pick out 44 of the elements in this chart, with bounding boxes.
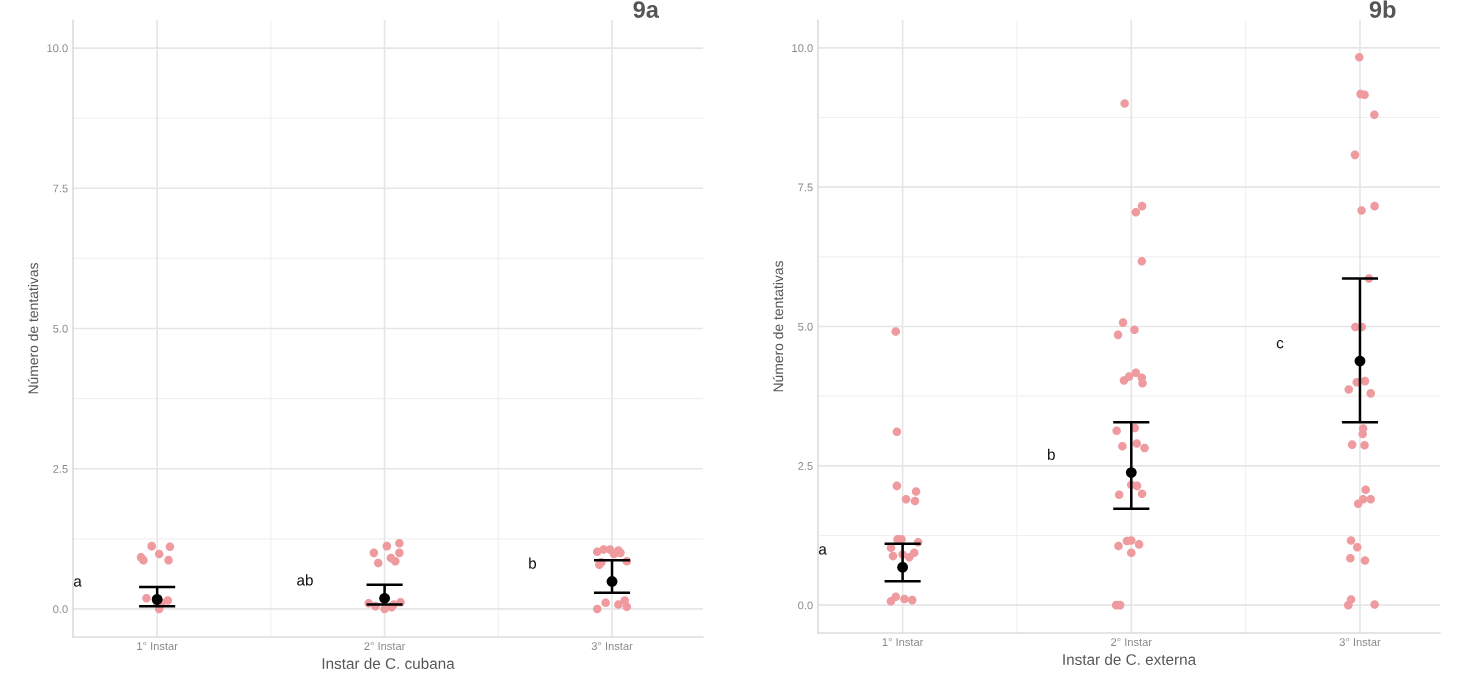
point: [609, 549, 619, 559]
x-axis-title: Instar de C. cubana: [322, 657, 455, 669]
x-tick-label: 2° Instar: [364, 642, 406, 651]
annotation: b: [1047, 448, 1055, 460]
y-tick-label: 2.5: [53, 464, 68, 473]
point: [592, 604, 602, 614]
annotation: b: [529, 557, 537, 569]
point: [369, 548, 379, 558]
point: [614, 600, 623, 609]
y-tick-label: 5.0: [798, 322, 813, 331]
x-tick-label: 3° Instar: [1339, 638, 1381, 647]
y-tick-label: 0.0: [798, 601, 813, 610]
y-axis-title: Número de tentativas: [772, 260, 784, 392]
point: [395, 539, 404, 548]
x-axis-title: Instar de C. externa: [1063, 653, 1197, 665]
annotation: c: [1276, 340, 1284, 349]
y-tick-label: 7.5: [798, 183, 813, 192]
y-tick-label: 0.0: [53, 605, 68, 614]
point: [147, 541, 156, 551]
y-tick-label: 2.5: [798, 462, 813, 470]
point: [165, 542, 175, 551]
x-tick-label: 1° Instar: [882, 638, 924, 647]
point: [142, 594, 151, 603]
x-tick-label: 1° Instar: [137, 642, 178, 651]
chart-title: 9b: [1369, 0, 1396, 18]
point: [382, 541, 392, 551]
point: [601, 598, 610, 608]
y-tick-label: 7.5: [53, 184, 68, 193]
x-tick-label: 2° Instar: [1111, 638, 1152, 647]
annotation: a: [73, 578, 82, 587]
y-tick-label: 10.0: [47, 44, 68, 53]
annotation: a: [818, 546, 827, 555]
point: [154, 549, 164, 559]
point: [395, 548, 404, 558]
point: [391, 557, 400, 566]
y-tick-label: 10.0: [792, 44, 813, 52]
y-axis-title: Número de tentativas: [27, 262, 39, 394]
x-tick-label: 3° Instar: [591, 642, 633, 651]
annotation: ab: [297, 574, 313, 586]
point: [373, 558, 383, 568]
point: [620, 596, 630, 605]
point: [164, 555, 173, 565]
chart-title: 9a: [633, 1, 660, 18]
y-tick-label: 5.0: [53, 324, 68, 333]
